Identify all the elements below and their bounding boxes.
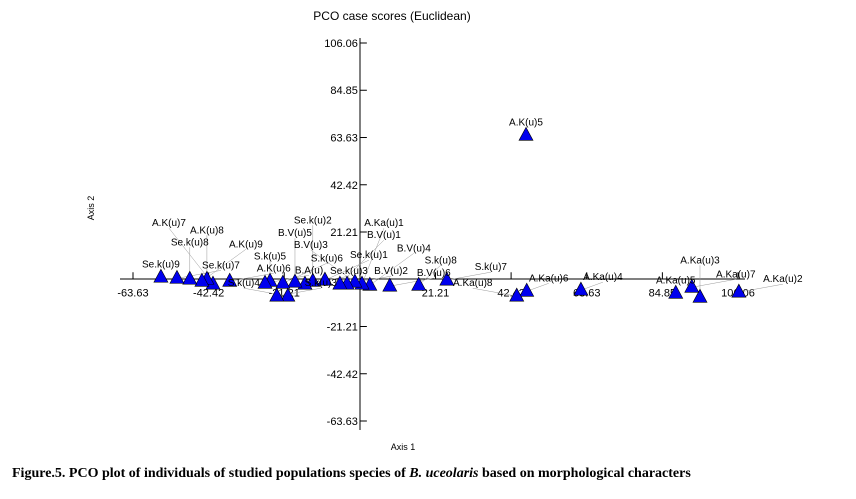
data-point-label: A.Ka(u)6 bbox=[529, 273, 569, 284]
data-point bbox=[382, 277, 398, 292]
data-point bbox=[684, 278, 700, 293]
data-point bbox=[305, 272, 321, 287]
label-leader-line bbox=[229, 273, 274, 282]
data-point-label: Se.k(u)9 bbox=[142, 259, 180, 270]
data-point-label: Se.k(u)3 bbox=[330, 266, 368, 277]
data-point-label: B.V(u)6 bbox=[417, 268, 451, 279]
data-point bbox=[731, 283, 747, 298]
label-leader-line bbox=[176, 270, 222, 279]
data-point-label: S.k(u)4 bbox=[228, 278, 261, 289]
data-point-label: A.K(u)5 bbox=[509, 117, 543, 128]
data-point bbox=[692, 288, 708, 303]
x-tick-label: 84.85 bbox=[649, 287, 677, 299]
y-tick-label: -63.63 bbox=[327, 416, 358, 428]
data-point-label: A.K(u)7 bbox=[152, 218, 186, 229]
data-point-label: A.Ka(u)4 bbox=[583, 272, 623, 283]
data-point bbox=[257, 274, 273, 289]
data-point bbox=[668, 284, 684, 299]
label-leader-line bbox=[361, 228, 385, 285]
x-tick-label: 21.21 bbox=[422, 287, 450, 299]
figure-caption: Figure.5. PCO plot of individuals of stu… bbox=[12, 466, 691, 482]
label-leader-line bbox=[369, 253, 414, 286]
y-tick-label: 21.21 bbox=[330, 227, 358, 239]
data-point bbox=[439, 271, 455, 286]
data-point-label: B.V(u)1 bbox=[367, 230, 401, 241]
chart-title: PCO case scores (Euclidean) bbox=[313, 9, 470, 23]
data-point-label: S.k(u)6 bbox=[311, 253, 344, 264]
data-point-label: B.V(u)3 bbox=[294, 240, 328, 251]
data-point-label: B.V(u)2 bbox=[374, 266, 408, 277]
data-point-label: A.Ka(u)8 bbox=[453, 278, 493, 289]
data-point-label: A.Ka(u)7 bbox=[716, 269, 756, 280]
data-point bbox=[280, 287, 296, 302]
x-tick-label: -63.63 bbox=[117, 287, 148, 299]
data-point-label: Se.k(u)1 bbox=[350, 250, 388, 261]
data-point bbox=[519, 282, 535, 297]
data-point bbox=[573, 281, 589, 296]
data-point bbox=[317, 271, 333, 286]
y-tick-label: -21.21 bbox=[327, 322, 358, 334]
data-point-label: S.k(u)3 bbox=[305, 278, 338, 289]
data-point bbox=[275, 274, 291, 289]
data-point-label: A.Ka(u)2 bbox=[763, 274, 803, 285]
data-point bbox=[287, 273, 303, 288]
data-point bbox=[194, 272, 210, 287]
x-axis-label: Axis 1 bbox=[391, 442, 416, 452]
y-axis-label: Axis 2 bbox=[86, 196, 96, 221]
label-leader-line bbox=[446, 271, 491, 281]
label-leader-line bbox=[389, 277, 434, 287]
data-point-label: S.k(u)5 bbox=[254, 251, 287, 262]
data-point-label: B.A(u) bbox=[295, 265, 323, 276]
data-point-label: A.Ka(u)5 bbox=[656, 275, 696, 286]
data-point-label: Se.k(u)8 bbox=[171, 237, 209, 248]
label-leader-line bbox=[418, 265, 441, 286]
data-point-label: A.Ka(u)3 bbox=[680, 255, 720, 266]
data-point bbox=[222, 272, 238, 287]
data-point-label: S.k(u)7 bbox=[475, 262, 508, 273]
caption-prefix: Figure.5. PCO plot of individuals of stu… bbox=[12, 466, 410, 481]
y-tick-label: 84.85 bbox=[330, 85, 358, 97]
data-point bbox=[153, 268, 169, 283]
data-point-label: A.K(u)6 bbox=[257, 263, 291, 274]
caption-suffix: based on morphological characters bbox=[478, 466, 691, 481]
label-leader-line bbox=[282, 263, 327, 284]
data-point-label: B.V(u)4 bbox=[397, 243, 431, 254]
data-point-label: A.K(u)9 bbox=[229, 239, 263, 250]
label-leader-line bbox=[472, 287, 517, 297]
data-point-label: Se.k(u)2 bbox=[294, 215, 332, 226]
data-point-label: B.V(u)5 bbox=[278, 228, 312, 239]
data-point bbox=[182, 270, 198, 285]
data-point bbox=[332, 275, 348, 290]
x-tick-label: -42.42 bbox=[193, 287, 224, 299]
label-leader-line bbox=[738, 283, 783, 293]
caption-species: B. uceolaris bbox=[409, 466, 479, 481]
data-point bbox=[411, 276, 427, 291]
data-point-label: Se.k(u)7 bbox=[202, 260, 240, 271]
y-tick-label: 106.06 bbox=[324, 38, 358, 50]
label-leader-line bbox=[691, 279, 736, 288]
data-point bbox=[518, 126, 534, 141]
label-leader-line bbox=[324, 259, 370, 281]
data-point-label: S.k(u)8 bbox=[425, 255, 458, 266]
y-tick-label: 42.42 bbox=[330, 180, 358, 192]
data-point-label: A.K(u)8 bbox=[190, 225, 224, 236]
data-point bbox=[169, 269, 185, 284]
data-point bbox=[509, 287, 525, 302]
y-tick-label: 63.63 bbox=[330, 133, 358, 145]
data-point-label: A.Ka(u)1 bbox=[364, 218, 404, 229]
y-tick-label: -42.42 bbox=[327, 369, 358, 381]
data-point bbox=[269, 287, 285, 302]
